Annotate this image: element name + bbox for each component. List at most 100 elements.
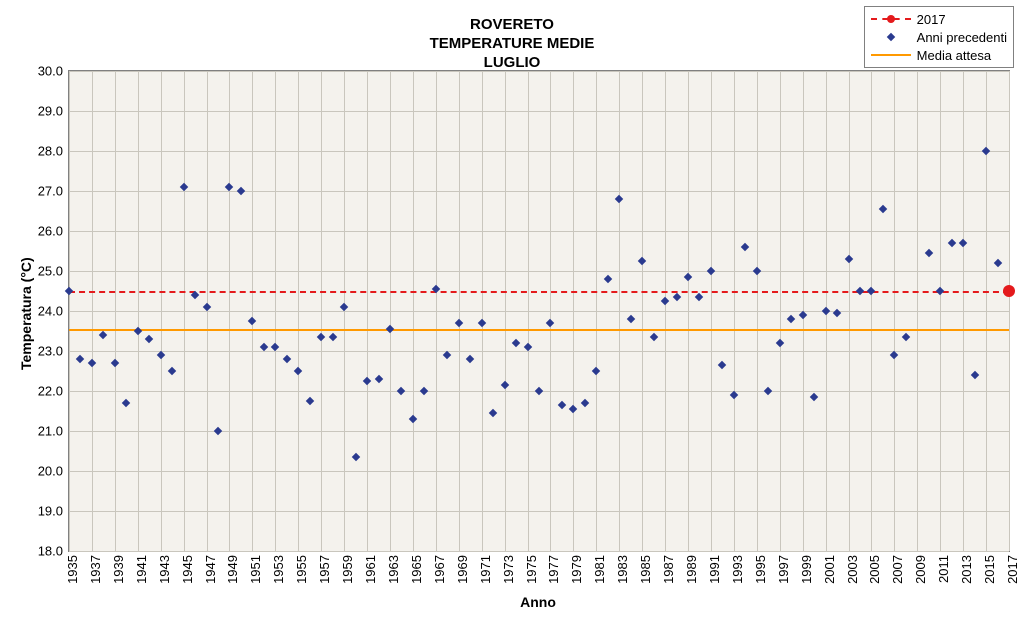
x-tick-label: 1945: [180, 551, 195, 584]
x-tick-label: 1949: [225, 551, 240, 584]
gridline-vertical: [573, 71, 574, 551]
data-point: [546, 319, 554, 327]
data-point: [535, 387, 543, 395]
plot-area: 18.019.020.021.022.023.024.025.026.027.0…: [68, 70, 1010, 552]
x-tick-label: 1981: [592, 551, 607, 584]
gridline-horizontal: [69, 231, 1009, 232]
gridline-horizontal: [69, 431, 1009, 432]
y-tick-label: 24.0: [38, 304, 69, 319]
x-tick-label: 1967: [432, 551, 447, 584]
y-tick-label: 19.0: [38, 504, 69, 519]
x-tick-label: 1977: [546, 551, 561, 584]
gridline-vertical: [757, 71, 758, 551]
x-tick-label: 2003: [845, 551, 860, 584]
gridline-vertical: [344, 71, 345, 551]
data-point: [489, 409, 497, 417]
gridline-vertical: [780, 71, 781, 551]
data-point: [179, 183, 187, 191]
gridline-vertical: [1009, 71, 1010, 551]
gridline-vertical: [367, 71, 368, 551]
x-tick-label: 1953: [271, 551, 286, 584]
data-point: [305, 397, 313, 405]
x-tick-label: 2009: [913, 551, 928, 584]
data-point: [775, 339, 783, 347]
legend: 2017Anni precedentiMedia attesa: [864, 6, 1014, 68]
data-point: [993, 259, 1001, 267]
data-point: [523, 343, 531, 351]
y-tick-label: 22.0: [38, 384, 69, 399]
data-point: [76, 355, 84, 363]
current-year-marker: [1003, 285, 1015, 297]
gridline-vertical: [917, 71, 918, 551]
data-point: [684, 273, 692, 281]
legend-swatch: [871, 48, 911, 62]
data-point: [592, 367, 600, 375]
gridline-horizontal: [69, 311, 1009, 312]
data-point: [661, 297, 669, 305]
data-point: [959, 239, 967, 247]
data-point: [982, 147, 990, 155]
x-tick-label: 1991: [707, 551, 722, 584]
data-point: [856, 287, 864, 295]
x-tick-label: 1965: [409, 551, 424, 584]
data-point: [718, 361, 726, 369]
data-point: [328, 333, 336, 341]
data-point: [798, 311, 806, 319]
data-point: [168, 367, 176, 375]
y-tick-label: 28.0: [38, 144, 69, 159]
legend-item: Anni precedenti: [871, 28, 1007, 46]
data-point: [947, 239, 955, 247]
y-axis-title: Temperatura (°C): [18, 257, 34, 370]
gridline-vertical: [482, 71, 483, 551]
data-point: [970, 371, 978, 379]
gridline-vertical: [688, 71, 689, 551]
gridline-vertical: [69, 71, 70, 551]
gridline-vertical: [390, 71, 391, 551]
gridline-vertical: [963, 71, 964, 551]
data-point: [787, 315, 795, 323]
gridline-vertical: [436, 71, 437, 551]
data-point: [317, 333, 325, 341]
gridline-vertical: [138, 71, 139, 551]
gridline-horizontal: [69, 511, 1009, 512]
x-tick-label: 1969: [455, 551, 470, 584]
x-tick-label: 1951: [248, 551, 263, 584]
x-tick-label: 1997: [776, 551, 791, 584]
data-point: [741, 243, 749, 251]
gridline-vertical: [665, 71, 666, 551]
data-point: [707, 267, 715, 275]
y-tick-label: 23.0: [38, 344, 69, 359]
legend-swatch: [871, 30, 911, 44]
data-point: [225, 183, 233, 191]
data-point: [902, 333, 910, 341]
x-tick-label: 2005: [867, 551, 882, 584]
data-point: [409, 415, 417, 423]
data-point: [88, 359, 96, 367]
x-tick-label: 1947: [203, 551, 218, 584]
gridline-vertical: [871, 71, 872, 551]
gridline-vertical: [413, 71, 414, 551]
data-point: [237, 187, 245, 195]
legend-item: Media attesa: [871, 46, 1007, 64]
data-point: [638, 257, 646, 265]
gridline-vertical: [894, 71, 895, 551]
x-tick-label: 1955: [294, 551, 309, 584]
x-tick-label: 2017: [1005, 551, 1020, 584]
x-tick-label: 1937: [88, 551, 103, 584]
y-tick-label: 20.0: [38, 464, 69, 479]
legend-swatch: [871, 12, 911, 26]
gridline-horizontal: [69, 271, 1009, 272]
data-point: [615, 195, 623, 203]
gridline-vertical: [642, 71, 643, 551]
x-tick-label: 1941: [134, 551, 149, 584]
y-tick-label: 25.0: [38, 264, 69, 279]
data-point: [156, 351, 164, 359]
gridline-vertical: [229, 71, 230, 551]
data-point: [730, 391, 738, 399]
gridline-vertical: [184, 71, 185, 551]
gridline-vertical: [619, 71, 620, 551]
x-tick-label: 1959: [340, 551, 355, 584]
x-tick-label: 1971: [478, 551, 493, 584]
data-point: [753, 267, 761, 275]
data-point: [672, 293, 680, 301]
